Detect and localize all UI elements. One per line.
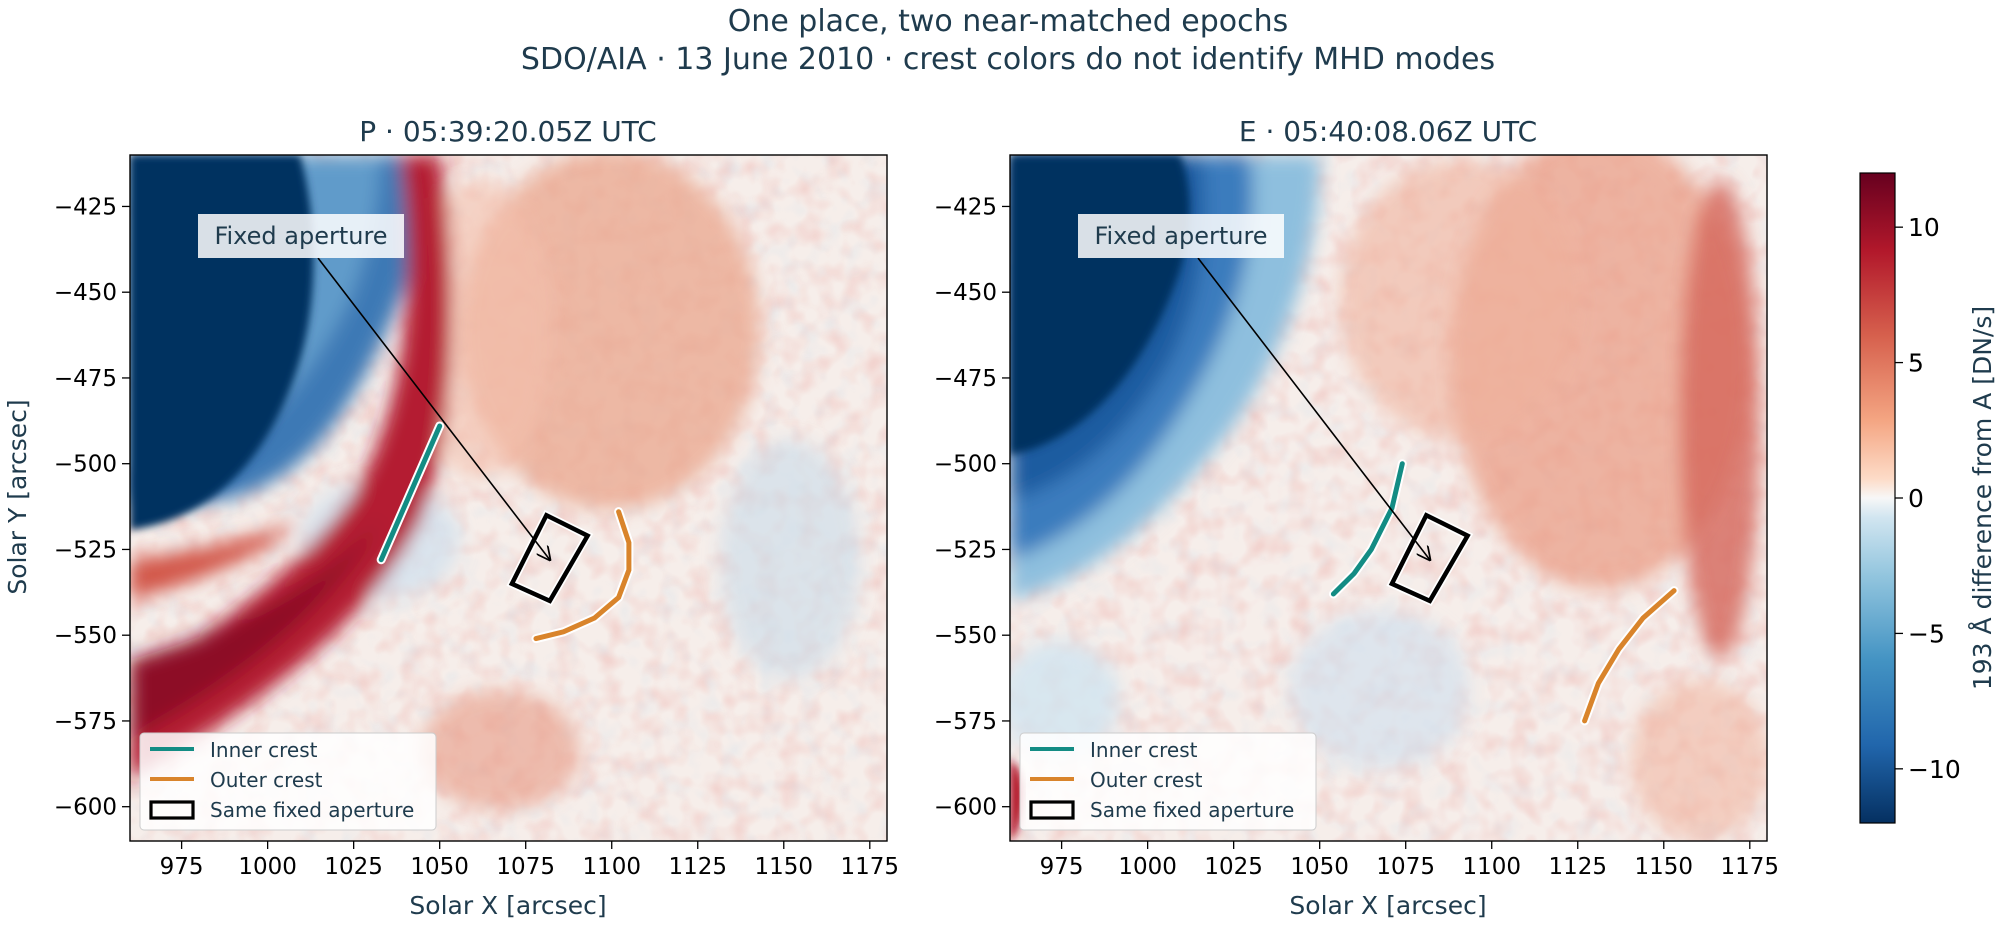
inner-crest-line <box>378 423 443 563</box>
y-tick-label: −425 <box>934 194 997 220</box>
legend-outer-label: Outer crest <box>1090 768 1203 792</box>
x-tick-label: 1050 <box>410 854 469 880</box>
y-tick-label: −500 <box>54 452 117 478</box>
annotation-label: Fixed aperture <box>1094 222 1267 250</box>
colorbar-gradient <box>1859 172 1896 824</box>
panel-p-xlabel: Solar X [arcsec] <box>409 891 606 920</box>
x-tick-label: 1000 <box>1118 854 1177 880</box>
panel-e-title: E · 05:40:08.06Z UTC <box>1239 115 1537 148</box>
panel-p-axes: 975 1000 1025 1050 1075 1100 1125 1150 1175 −425 −… <box>54 194 899 880</box>
colorbar-label: 193 Å difference from A [DN/s] <box>1968 306 1997 690</box>
panel-p-ylabel: Solar Y [arcsec] <box>3 399 32 594</box>
panel-p-overlays: Fixed aperture <box>198 214 634 644</box>
legend-aperture-label: Same fixed aperture <box>210 798 414 822</box>
x-tick-label: 1075 <box>496 854 555 880</box>
colorbar-ticks: 10 5 0 −5 −10 <box>1895 213 1961 784</box>
panel-p-image <box>130 155 887 841</box>
x-tick-label: 1150 <box>754 854 813 880</box>
y-tick-label: −575 <box>934 709 997 735</box>
panel-e-legend: Inner crest Outer crest Same fixed apert… <box>1019 732 1317 831</box>
x-tick-label: 1050 <box>1290 854 1349 880</box>
y-tick-label: −550 <box>54 623 117 649</box>
y-tick-label: −525 <box>934 537 997 563</box>
colorbar-tick-label: −5 <box>1908 619 1945 648</box>
legend-aperture-swatch <box>149 800 195 820</box>
annotation-arrow <box>1197 257 1430 560</box>
x-tick-label: 1125 <box>668 854 727 880</box>
y-tick-label: −525 <box>54 537 117 563</box>
colorbar-tick-label: 10 <box>1908 213 1940 242</box>
figure-title: One place, two near-matched epochs <box>728 4 1289 39</box>
annotation-box <box>198 214 404 258</box>
x-tick-label: 975 <box>160 854 204 880</box>
x-tick-label: 1000 <box>238 854 297 880</box>
y-tick-label: −475 <box>934 366 997 392</box>
colorbar: 10 5 0 −5 −10 193 Å difference from A [DN/s] <box>1859 172 1997 824</box>
x-tick-label: 1175 <box>841 854 900 880</box>
fixed-aperture <box>508 512 591 604</box>
y-tick-label: −575 <box>54 709 117 735</box>
panel-p-title: P · 05:39:20.05Z UTC <box>359 115 656 148</box>
x-tick-label: 1100 <box>582 854 641 880</box>
legend-outer-label: Outer crest <box>210 768 323 792</box>
x-tick-label: 1150 <box>1634 854 1693 880</box>
panel-e-frame <box>1009 154 1768 842</box>
annotation-box <box>1078 214 1284 258</box>
x-tick-label: 1125 <box>1548 854 1607 880</box>
y-tick-label: −475 <box>54 366 117 392</box>
x-tick-label: 1025 <box>324 854 383 880</box>
legend-aperture-swatch <box>1029 800 1075 820</box>
figure-subtitle: SDO/AIA · 13 June 2010 · crest colors do… <box>521 42 1495 77</box>
x-tick-label: 1025 <box>1204 854 1263 880</box>
x-tick-label: 1175 <box>1721 854 1780 880</box>
x-tick-label: 975 <box>1040 854 1084 880</box>
outer-crest-line <box>533 509 632 642</box>
fixed-aperture <box>1388 512 1471 604</box>
y-tick-label: −425 <box>54 194 117 220</box>
panel-p-frame <box>129 154 888 842</box>
y-tick-label: −600 <box>54 795 117 821</box>
legend-inner-label: Inner crest <box>210 738 318 762</box>
panel-e-overlays: Fixed aperture <box>1078 214 1679 726</box>
legend-aperture-label: Same fixed aperture <box>1090 798 1294 822</box>
outer-crest-line <box>1582 588 1677 724</box>
panel-p-legend: Inner crest Outer crest Same fixed apert… <box>139 732 437 831</box>
y-tick-label: −500 <box>934 452 997 478</box>
inner-crest-line <box>1330 461 1405 597</box>
colorbar-tick-label: −10 <box>1908 755 1961 784</box>
colorbar-tick-label: 0 <box>1908 484 1924 513</box>
panel-p: P · 05:39:20.05Z UTC Solar Y [arcsec] So… <box>3 115 899 920</box>
x-tick-label: 1075 <box>1376 854 1435 880</box>
colorbar-tick-label: 5 <box>1908 349 1924 378</box>
annotation-arrow <box>317 257 550 560</box>
panel-e-axes: 975 1000 1025 1050 1075 1100 1125 1150 1175 −425 −… <box>934 194 1779 880</box>
y-tick-label: −550 <box>934 623 997 649</box>
annotation-label: Fixed aperture <box>214 222 387 250</box>
legend-inner-label: Inner crest <box>1090 738 1198 762</box>
x-tick-label: 1100 <box>1462 854 1521 880</box>
panel-e: E · 05:40:08.06Z UTC Solar X [arcsec] 97… <box>934 115 1779 920</box>
y-tick-label: −450 <box>934 280 997 306</box>
panel-e-xlabel: Solar X [arcsec] <box>1289 891 1486 920</box>
y-tick-label: −600 <box>934 795 997 821</box>
y-tick-label: −450 <box>54 280 117 306</box>
